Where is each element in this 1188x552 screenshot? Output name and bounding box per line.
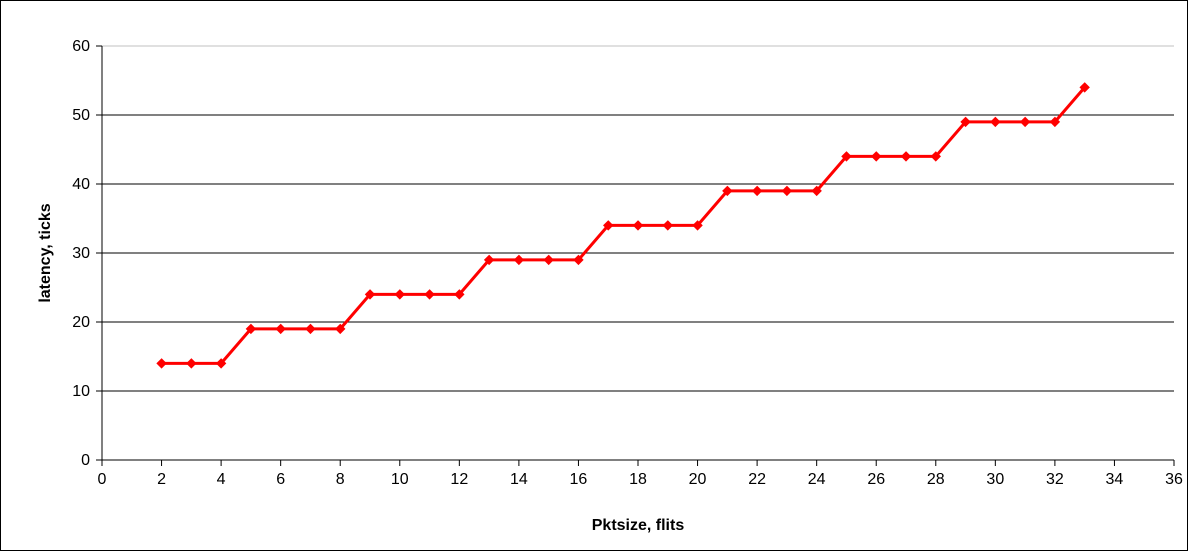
x-tick-label: 10 (391, 471, 409, 488)
data-point (871, 151, 882, 162)
data-point (394, 289, 405, 300)
data-point (364, 289, 376, 300)
data-point (751, 185, 763, 197)
y-axis-title: latency, ticks (37, 203, 54, 302)
x-tick-label: 6 (276, 471, 285, 488)
data-point (1019, 116, 1031, 128)
x-tick-label: 30 (986, 471, 1004, 488)
data-point (1079, 82, 1090, 93)
data-point (722, 185, 733, 197)
data-point (632, 220, 644, 231)
data-point (245, 323, 257, 335)
data-point (543, 254, 554, 266)
x-tick-label: 4 (217, 471, 226, 488)
y-tick-label: 30 (72, 245, 90, 262)
x-tick-label: 24 (808, 471, 826, 488)
y-tick-label: 0 (81, 452, 90, 469)
x-tick-label: 22 (748, 471, 766, 488)
x-tick-label: 18 (629, 471, 647, 488)
data-point (186, 358, 197, 369)
data-point (454, 289, 465, 300)
data-point (215, 358, 227, 369)
y-tick-label: 10 (72, 383, 90, 400)
gridlines (102, 45, 1174, 392)
data-point (841, 151, 852, 162)
x-tick-label: 2 (157, 471, 166, 488)
data-point (335, 323, 346, 335)
data-point (1049, 116, 1061, 128)
data-point (960, 116, 971, 128)
data-point (692, 220, 703, 231)
data-point (513, 254, 525, 266)
x-axis-title: Pktsize, flits (592, 517, 685, 534)
series-latency (156, 82, 1090, 369)
data-point (990, 116, 1001, 128)
x-tick-label: 34 (1106, 471, 1124, 488)
y-tick-label: 20 (72, 314, 90, 331)
y-tick-label: 60 (72, 38, 90, 55)
x-tick-label: 26 (867, 471, 885, 488)
data-point (483, 254, 495, 266)
x-tick-label: 16 (570, 471, 588, 488)
data-point (424, 289, 435, 300)
data-point (275, 323, 286, 335)
x-tick-label: 36 (1165, 471, 1183, 488)
data-point (900, 151, 912, 162)
x-tick-label: 20 (689, 471, 707, 488)
data-point (662, 220, 673, 231)
x-tick-label: 32 (1046, 471, 1064, 488)
data-point (573, 254, 584, 266)
y-tick-label: 50 (72, 107, 90, 124)
x-tick-label: 8 (336, 471, 345, 488)
y-tick-label: 40 (72, 176, 90, 193)
data-point (811, 185, 822, 197)
data-point (781, 185, 793, 197)
x-tick-label: 28 (927, 471, 945, 488)
x-tick-label: 0 (98, 471, 107, 488)
data-point (930, 151, 941, 162)
data-point (156, 358, 167, 369)
x-tick-label: 12 (450, 471, 468, 488)
data-point (603, 220, 614, 231)
data-point (305, 323, 316, 335)
x-tick-label: 14 (510, 471, 528, 488)
